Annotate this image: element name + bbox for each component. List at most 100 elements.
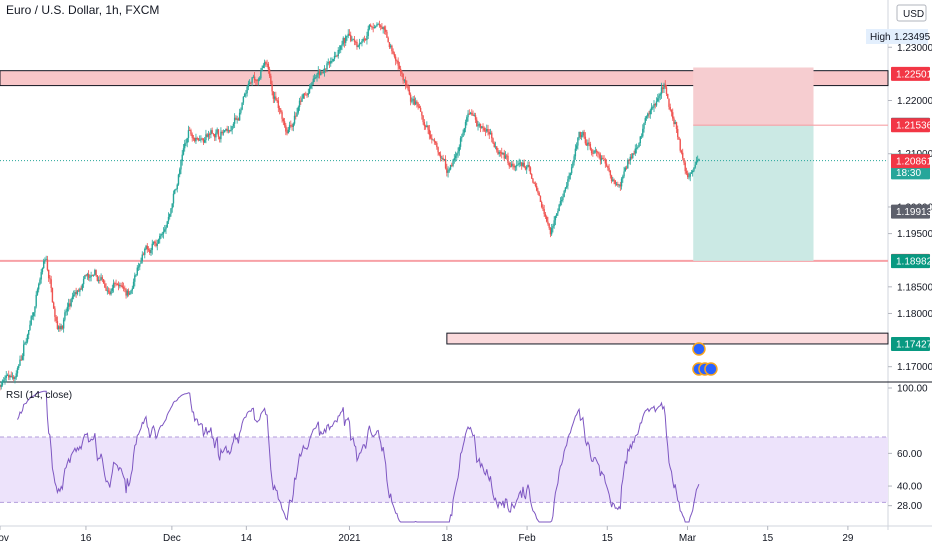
candle	[466, 115, 468, 126]
candle	[180, 159, 182, 175]
candle	[230, 125, 232, 132]
candle-body	[618, 184, 620, 186]
price-tag[interactable]: 1.19913	[891, 204, 932, 219]
candle-body	[624, 167, 627, 172]
price-tag[interactable]: 18:30	[891, 165, 930, 180]
candle	[497, 148, 499, 155]
time-tick-label: 18	[441, 533, 453, 544]
event-marker-circle	[692, 342, 706, 356]
candle	[327, 58, 329, 66]
event-marker-icon[interactable]	[704, 362, 718, 376]
candlestick-series[interactable]	[0, 20, 700, 391]
resistance-zone[interactable]	[0, 70, 889, 87]
candle-body	[222, 132, 225, 134]
candle	[672, 108, 674, 121]
candle-body	[408, 89, 411, 95]
support-zone[interactable]	[446, 332, 889, 345]
candle	[231, 125, 233, 135]
candle-body	[132, 281, 135, 289]
candle	[487, 124, 489, 136]
price-tag-label: 1.19913	[896, 207, 932, 218]
candle	[116, 282, 119, 286]
candle-body	[698, 158, 700, 161]
high-label-text: High	[870, 32, 891, 43]
candle	[458, 144, 461, 156]
rsi-indicator[interactable]	[0, 390, 888, 523]
candle	[326, 61, 328, 73]
candle	[14, 376, 16, 384]
candle	[657, 93, 659, 102]
candle	[30, 315, 32, 326]
candle	[669, 103, 671, 112]
candle	[379, 24, 382, 31]
candle-body	[439, 154, 442, 158]
candle-body	[258, 78, 261, 80]
candle-body	[341, 44, 343, 46]
candle	[426, 121, 428, 128]
candle-body	[394, 56, 397, 61]
candle-body	[528, 164, 530, 168]
candle-body	[672, 112, 674, 119]
candle-body	[335, 55, 337, 57]
candle-body	[688, 176, 690, 178]
candle-body	[364, 38, 367, 40]
candle	[51, 287, 54, 303]
candle-body	[466, 117, 468, 122]
candle	[363, 35, 366, 43]
take-profit-zone[interactable]	[693, 125, 814, 261]
time-axis[interactable]: Nov 16 Dec 14 2021 18 Feb 15 Mar 15 29	[0, 526, 854, 544]
candle-body	[675, 122, 678, 129]
candle	[46, 255, 49, 272]
candle-body	[161, 233, 163, 235]
price-tag[interactable]: 1.20861	[891, 154, 932, 169]
candle	[403, 78, 406, 83]
price-tag[interactable]: 1.18982	[891, 254, 932, 269]
candle	[488, 128, 490, 140]
symbol-title[interactable]: Euro / U.S. Dollar, 1h, FXCM	[6, 3, 159, 17]
price-axis[interactable]: 1.230001.220001.210001.200001.195001.185…	[888, 43, 932, 373]
candle-body	[372, 27, 374, 29]
candle-body	[217, 129, 220, 137]
candle	[267, 61, 270, 74]
candle	[56, 316, 59, 330]
price-tag[interactable]: 1.22501	[891, 66, 932, 81]
candle	[232, 122, 235, 129]
candle-body	[398, 65, 401, 69]
candle	[130, 289, 132, 295]
candle-body	[151, 243, 153, 250]
candle	[427, 125, 429, 134]
candle-body	[302, 93, 304, 99]
candle	[345, 34, 347, 47]
candle-body	[457, 151, 459, 154]
candle-body	[166, 221, 168, 228]
currency-button[interactable]: USD	[896, 4, 927, 22]
candle	[0, 384, 1, 391]
stop-loss-zone[interactable]	[693, 67, 814, 126]
candle	[152, 241, 155, 246]
candle	[171, 203, 173, 213]
candle	[115, 279, 117, 287]
candle-body	[36, 289, 39, 295]
candle	[177, 173, 180, 186]
candle-body	[483, 128, 485, 131]
candle-body	[353, 39, 356, 42]
candle	[293, 111, 296, 126]
candle-body	[512, 163, 514, 166]
candle-body	[350, 34, 352, 41]
candle	[268, 66, 271, 79]
rsi-title[interactable]: RSI (14, close)	[6, 390, 72, 401]
candle	[4, 375, 6, 385]
candle-body	[90, 275, 92, 277]
drawing-layer[interactable]	[0, 67, 889, 345]
candle	[463, 127, 465, 136]
candle-body	[149, 249, 151, 253]
candle	[233, 113, 236, 128]
event-marker-icon[interactable]	[692, 342, 706, 356]
rsi-axis[interactable]: 100.00 60.00 40.00 28.00	[888, 384, 928, 513]
event-markers[interactable]	[692, 342, 718, 376]
candle-body	[300, 100, 302, 102]
price-tag[interactable]: 1.17427	[891, 336, 932, 351]
price-tag[interactable]: 1.21536	[891, 118, 932, 133]
candle	[599, 152, 602, 165]
